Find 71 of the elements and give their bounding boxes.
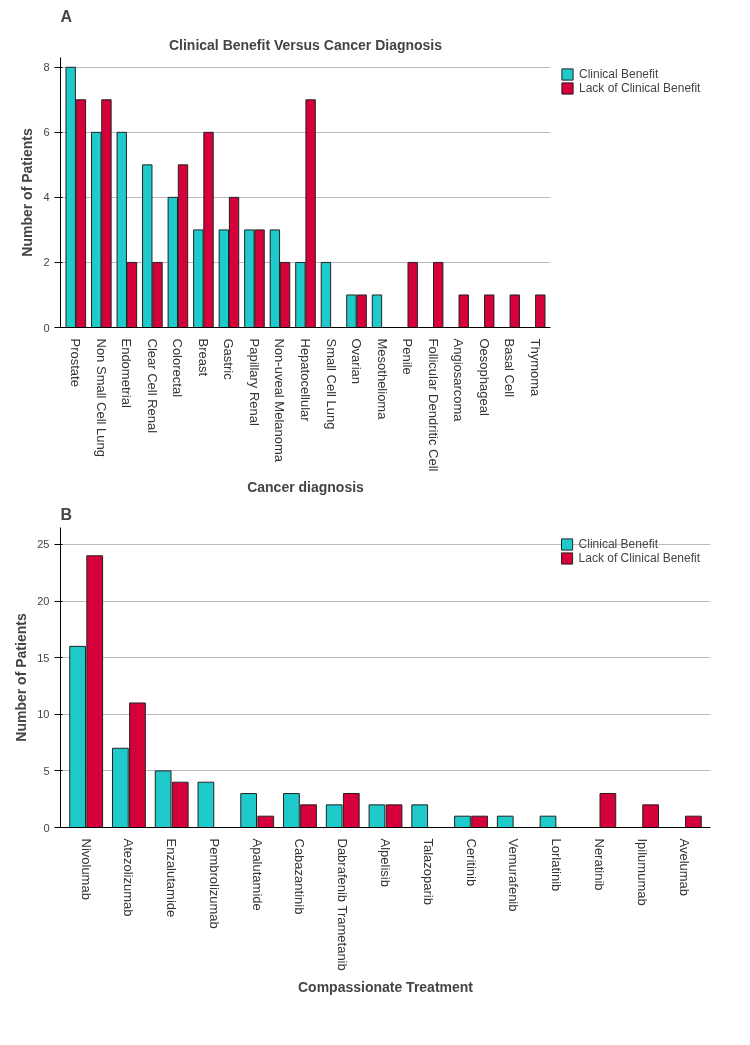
- x-tick-label: Basal Cell: [502, 338, 518, 398]
- bar: [371, 294, 383, 328]
- x-tick-label: Ipilumumab: [634, 838, 650, 906]
- bar: [197, 781, 215, 828]
- y-tick-label: 10: [37, 708, 50, 721]
- y-tick-label: 8: [43, 61, 50, 74]
- x-tick-label: Gastric: [221, 338, 237, 381]
- y-tick-label: 25: [37, 538, 50, 551]
- y-axis-title: Number of Patients: [13, 613, 30, 742]
- x-tick-label: Angiosarcoma: [451, 338, 467, 423]
- bar: [685, 815, 702, 828]
- legend-label: Lack of Clinical Benefit: [578, 551, 700, 565]
- bar: [496, 815, 514, 828]
- text: A: [60, 7, 73, 25]
- y-tick-label: 2: [43, 256, 50, 269]
- bar: [320, 261, 332, 328]
- x-tick-label: Follicular Dendritic Cell: [425, 338, 441, 472]
- y-tick-label: 15: [37, 651, 50, 664]
- x-tick-label: Thymoma: [527, 338, 543, 398]
- x-axis-title: Compassionate Treatment: [297, 978, 474, 995]
- bar: [411, 804, 429, 828]
- x-tick-label: Nivolumab: [78, 838, 94, 900]
- bar: [484, 294, 495, 328]
- x-axis-title: Cancer diagnosis: [247, 479, 365, 496]
- x-tick-label: Oesophageal: [476, 338, 492, 416]
- x-tick-label: Cabazantinib: [292, 838, 308, 915]
- x-tick-label: Dabrafenib Trametanib: [335, 838, 351, 971]
- x-tick-label: Hepatocellular: [298, 338, 313, 423]
- x-tick-label: Pembrolizumab: [206, 838, 222, 929]
- text: B: [60, 505, 73, 523]
- bar: [642, 804, 659, 828]
- legend-label: Clinical Benefit: [578, 537, 658, 551]
- x-tick-label: Mesothelioma: [374, 338, 390, 421]
- y-tick-label: 0: [43, 821, 50, 834]
- x-tick-label: Clear Cell Renal: [144, 338, 160, 434]
- x-tick-label: Alpelisib: [378, 838, 393, 887]
- bar: [458, 294, 469, 328]
- y-axis-title: Number of Patients: [19, 128, 36, 257]
- x-tick-label: Non Small Cell Lung: [93, 338, 109, 458]
- x-tick-label: Penile: [400, 338, 416, 375]
- x-tick-label: Endometrial: [119, 338, 135, 408]
- x-tick-label: Ovarian: [349, 338, 365, 385]
- legend-label: Lack of Clinical Benefit: [579, 81, 701, 95]
- bar: [407, 261, 418, 328]
- x-tick-label: Lorlatinib: [549, 838, 565, 892]
- bar: [535, 294, 546, 328]
- x-tick-label: Neratinib: [591, 838, 607, 891]
- bar: [509, 294, 520, 328]
- x-tick-label: Apalutamide: [249, 838, 265, 911]
- x-tick-label: Prostate: [68, 338, 84, 387]
- y-tick-label: 6: [43, 126, 50, 139]
- x-tick-label: Papillary Renal: [246, 338, 262, 427]
- y-tick-label: 20: [37, 595, 50, 608]
- bar: [599, 793, 617, 828]
- x-tick-label: Ceritinib: [463, 838, 479, 887]
- x-tick-label: Non-uveal Melanoma: [272, 338, 288, 463]
- x-tick-label: Atezolizumab: [121, 838, 137, 917]
- x-tick-label: Colorectal: [170, 338, 186, 398]
- y-tick-label: 5: [43, 764, 50, 777]
- bar: [539, 815, 557, 828]
- x-tick-label: Avelumab: [677, 838, 693, 897]
- chart-title: Clinical Benefit Versus Cancer Diagnosis: [168, 36, 443, 53]
- bar: [433, 261, 444, 328]
- y-tick-label: 4: [43, 191, 50, 204]
- x-tick-label: Vemurafenib: [506, 838, 522, 912]
- x-tick-label: Enzalutamide: [164, 838, 180, 918]
- y-tick-label: 0: [43, 321, 50, 334]
- x-tick-label: Breast: [195, 338, 211, 377]
- x-tick-label: Small Cell Lung: [323, 338, 339, 430]
- legend-label: Clinical Benefit: [579, 67, 659, 81]
- x-tick-label: Talazoparib: [420, 838, 436, 905]
